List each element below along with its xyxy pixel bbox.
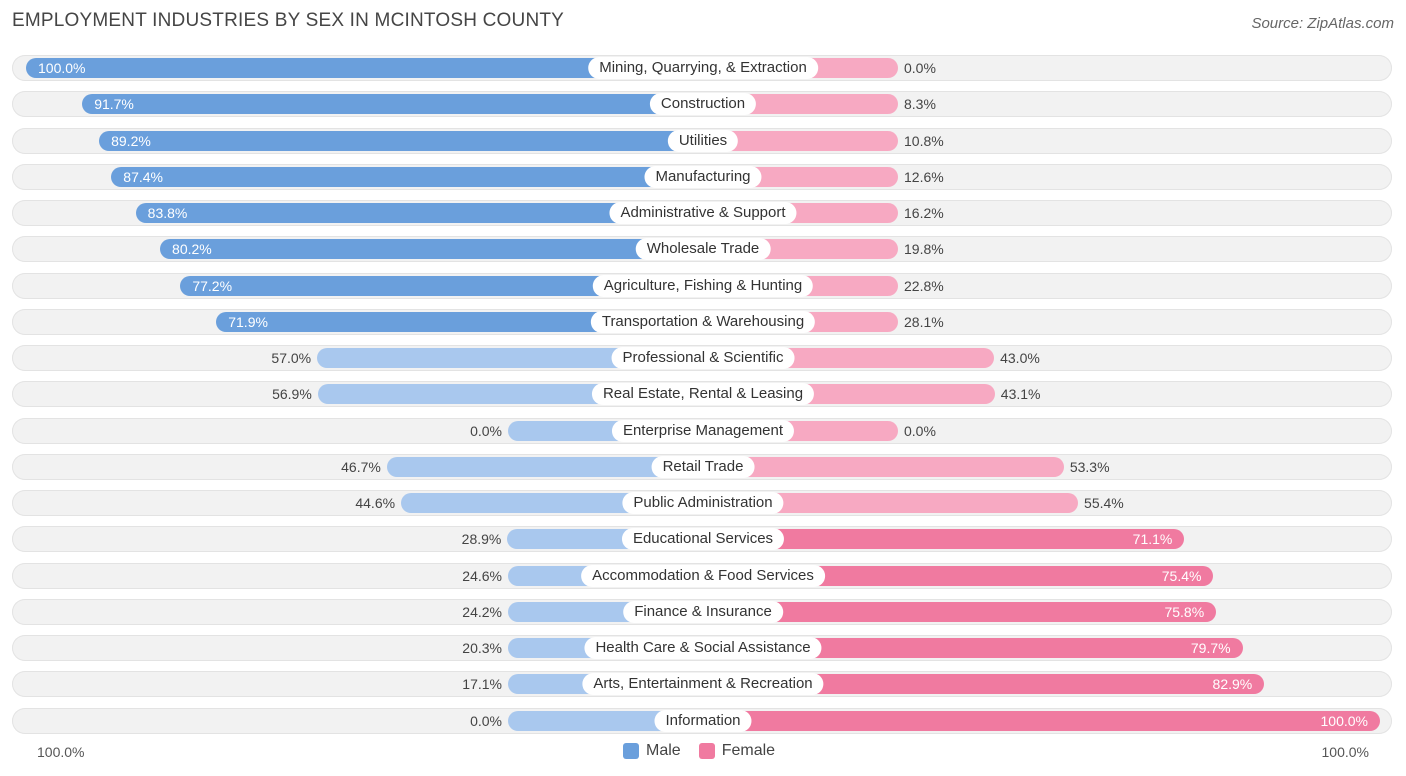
category-label: Mining, Quarrying, & Extraction — [588, 57, 818, 79]
legend-swatch-female — [698, 743, 715, 759]
value-label-male: 77.2% — [192, 277, 233, 294]
value-label-male: 20.3% — [462, 640, 502, 656]
value-label-female: 12.6% — [904, 168, 944, 185]
value-label-male: 83.8% — [147, 205, 188, 221]
source-label: Source: ZipAtlas.com — [1251, 15, 1394, 32]
legend-item-female: Female — [698, 742, 776, 760]
value-label-female: 10.8% — [904, 132, 944, 149]
category-label: Transportation & Warehousing — [590, 310, 816, 333]
value-label-female: 0.0% — [904, 422, 936, 439]
category-label: Educational Services — [621, 528, 785, 551]
category-label: Health Care & Social Assistance — [584, 637, 822, 659]
value-label-male: 44.6% — [355, 495, 396, 511]
category-label: Real Estate, Rental & Leasing — [591, 383, 815, 406]
bar-female — [703, 710, 1380, 731]
bar-female — [703, 529, 1185, 550]
bar-female — [703, 456, 1064, 477]
bar-female — [703, 638, 1243, 658]
category-label: Wholesale Trade — [635, 238, 771, 261]
value-label-male: 0.0% — [470, 712, 502, 729]
value-label-male: 91.7% — [94, 96, 134, 113]
bar-male — [508, 710, 703, 731]
value-label-male: 24.2% — [462, 603, 502, 620]
value-label-female: 0.0% — [904, 60, 936, 76]
category-label: Professional & Scientific — [611, 347, 795, 369]
value-label-female: 55.4% — [1084, 495, 1124, 511]
value-label-female: 19.8% — [904, 241, 944, 258]
category-label: Enterprise Management — [611, 419, 795, 442]
category-label: Accommodation & Food Services — [581, 564, 825, 587]
value-label-male: 24.6% — [462, 567, 502, 584]
value-label-male: 80.2% — [172, 241, 212, 258]
category-label: Administrative & Support — [609, 202, 797, 224]
legend-item-male: Male — [623, 742, 681, 760]
bar-female — [703, 674, 1265, 695]
category-label: Agriculture, Fishing & Hunting — [592, 274, 814, 297]
bar-male — [99, 130, 703, 151]
category-label: Finance & Insurance — [623, 600, 783, 623]
legend: Male Female — [623, 742, 793, 760]
bar-male — [26, 58, 703, 78]
value-label-male: 57.0% — [271, 350, 312, 366]
category-label: Arts, Entertainment & Recreation — [582, 673, 824, 696]
value-label-male: 0.0% — [470, 422, 502, 439]
bar-male — [216, 311, 703, 332]
value-label-female: 43.1% — [1000, 386, 1041, 403]
value-label-female: 75.8% — [1164, 603, 1205, 620]
bar-male — [386, 456, 703, 477]
bar-male — [160, 239, 703, 260]
category-label: Retail Trade — [651, 455, 755, 478]
bar-female — [703, 565, 1214, 586]
bar-female — [703, 601, 1217, 622]
value-label-female: 100.0% — [1320, 712, 1368, 729]
value-label-female: 28.1% — [904, 313, 944, 330]
bar-male — [111, 166, 703, 187]
legend-label-male: Male — [646, 742, 681, 759]
legend-label-female: Female — [721, 742, 776, 759]
value-label-male: 46.7% — [341, 458, 381, 475]
value-label-female: 8.3% — [904, 96, 936, 113]
value-label-female: 22.8% — [904, 277, 944, 294]
legend-swatch-male — [623, 743, 639, 759]
axis-right-label: 100.0% — [1321, 744, 1369, 760]
category-label: Construction — [649, 93, 757, 116]
value-label-female: 43.0% — [1000, 350, 1040, 366]
value-label-female: 16.2% — [904, 205, 944, 221]
category-label: Information — [654, 709, 752, 732]
bar-male — [180, 275, 703, 296]
value-label-male: 17.1% — [462, 676, 502, 693]
value-label-male: 87.4% — [123, 168, 163, 185]
value-label-female: 79.7% — [1190, 640, 1231, 656]
bar-male — [135, 203, 703, 223]
category-label: Utilities — [667, 129, 739, 152]
value-label-female: 71.1% — [1132, 531, 1173, 548]
value-label-female: 75.4% — [1161, 567, 1202, 584]
category-label: Manufacturing — [644, 165, 762, 188]
bar-female — [703, 130, 898, 151]
axis-left-label: 100.0% — [37, 744, 85, 760]
value-label-male: 100.0% — [38, 60, 86, 76]
value-label-male: 56.9% — [272, 386, 312, 403]
chart-title: EMPLOYMENT INDUSTRIES BY SEX IN MCINTOSH… — [12, 10, 565, 31]
category-label: Public Administration — [622, 492, 784, 514]
value-label-male: 71.9% — [228, 313, 268, 330]
value-label-male: 28.9% — [461, 531, 502, 548]
bar-male — [82, 94, 703, 115]
value-label-male: 89.2% — [111, 132, 151, 149]
value-label-female: 53.3% — [1069, 458, 1110, 475]
bar-female — [703, 493, 1079, 513]
value-label-female: 82.9% — [1212, 676, 1253, 693]
bar-male — [317, 348, 703, 368]
